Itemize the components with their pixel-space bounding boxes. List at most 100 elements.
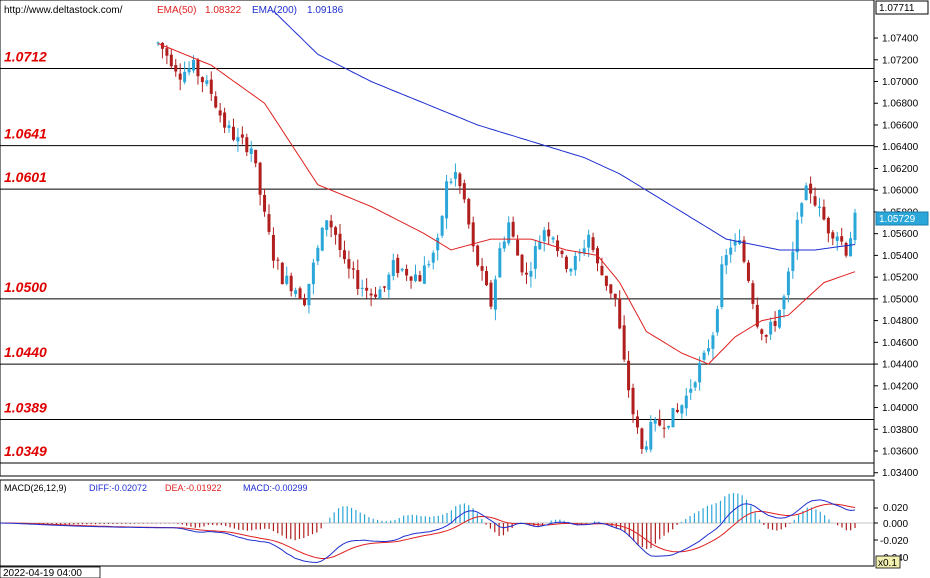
- candle-body: [360, 287, 364, 289]
- candle-body: [724, 255, 728, 266]
- macd-scale-box: [875, 555, 901, 569]
- top-price-text: 1.07711: [879, 3, 915, 14]
- price-tick-label: 1.05400: [882, 251, 919, 262]
- date-box: [0, 566, 101, 578]
- candle-body: [760, 329, 764, 334]
- candle-body: [569, 268, 573, 272]
- candle-body: [298, 288, 302, 299]
- price-tick-label: 1.03600: [882, 447, 919, 458]
- level-label: 1.0601: [4, 169, 47, 185]
- candle-body: [498, 248, 502, 278]
- price-tick-label: 1.05000: [882, 294, 919, 305]
- candle-body: [458, 173, 462, 187]
- candle-body: [631, 387, 635, 415]
- candle-body: [263, 194, 267, 212]
- candle-body: [795, 219, 799, 253]
- candle-body: [382, 286, 386, 288]
- candle-body: [169, 54, 173, 67]
- candle-body: [680, 405, 684, 414]
- candle-body: [196, 59, 200, 77]
- candle-body: [533, 246, 537, 269]
- candle-body: [280, 262, 284, 285]
- candle-body: [613, 293, 617, 299]
- candle-body: [316, 247, 320, 262]
- candle-body: [240, 134, 244, 138]
- candle-body: [684, 395, 688, 409]
- candle-body: [413, 274, 417, 281]
- candle-body: [396, 257, 400, 273]
- candle-body: [618, 298, 622, 329]
- candle-body: [604, 275, 608, 286]
- candle-body: [715, 309, 719, 333]
- candle-body: [356, 270, 360, 290]
- candle-body: [409, 276, 413, 281]
- level-label: 1.0389: [4, 399, 47, 415]
- candle-body: [311, 262, 315, 285]
- price-axis: 1.07400 1.07200 1.07000 1.06800 1.06600 1.064…: [874, 34, 919, 479]
- candle-body: [809, 183, 813, 194]
- ema50-line: [157, 43, 856, 365]
- candle-body: [778, 309, 782, 328]
- candle-body: [689, 388, 693, 393]
- candle-body: [853, 212, 857, 241]
- macd-axis: 0.020 0.000 -0.020 -0.040: [874, 503, 909, 564]
- candle-body: [320, 227, 324, 251]
- ema200-line: [273, 10, 856, 251]
- candle-body: [516, 239, 520, 256]
- candle-body: [307, 283, 311, 306]
- candle-body: [258, 162, 262, 195]
- macd-diff-line: [0, 499, 856, 564]
- candle-body: [556, 240, 560, 251]
- candle-body: [480, 266, 484, 271]
- price-tick-label: 1.03400: [882, 468, 919, 479]
- candle-body: [289, 275, 293, 292]
- price-tick-label: 1.04400: [882, 360, 919, 371]
- candle-body: [223, 112, 227, 128]
- candle-body: [840, 236, 844, 242]
- candle-body: [786, 271, 790, 296]
- price-tick-label: 1.05200: [882, 273, 919, 284]
- ema50-value: 1.08322: [205, 5, 242, 16]
- candle-body: [285, 275, 289, 284]
- candle-body: [720, 264, 724, 308]
- macd-title: MACD(26,12,9): [4, 483, 67, 493]
- candle-body: [671, 408, 675, 428]
- candle-body: [773, 320, 777, 326]
- candle-body: [303, 298, 307, 306]
- candle-body: [160, 42, 164, 49]
- candle-body: [347, 259, 351, 269]
- price-tick-label: 1.06600: [882, 120, 919, 131]
- price-tick-label: 1.07000: [882, 77, 919, 88]
- source-url: http://www.deltastock.com/: [4, 5, 123, 16]
- candle-body: [662, 427, 666, 429]
- price-tick-label: 1.04000: [882, 403, 919, 414]
- candle-body: [378, 289, 382, 299]
- candle-body: [627, 360, 631, 391]
- price-tick-label: 1.07400: [882, 34, 919, 45]
- candle-body: [427, 264, 431, 266]
- candle-body: [507, 222, 511, 244]
- candle-body: [334, 227, 338, 235]
- candle-body: [640, 428, 644, 450]
- candle-body: [462, 183, 466, 200]
- price-tick-label: 1.05600: [882, 229, 919, 240]
- candle-body: [440, 215, 444, 236]
- candle-body: [733, 240, 737, 246]
- candle-body: [524, 272, 528, 275]
- price-tick-label: 1.06800: [882, 99, 919, 110]
- candle-body: [245, 137, 249, 153]
- candle-body: [587, 234, 591, 248]
- candle-body: [449, 181, 453, 183]
- price-tick-label: 1.04800: [882, 316, 919, 327]
- current-price-box: [875, 211, 929, 226]
- macd-macd-value: MACD:-0.00299: [243, 483, 308, 493]
- candle-body: [511, 221, 515, 237]
- candle-body: [489, 282, 493, 307]
- candle-body: [538, 241, 542, 250]
- level-label: 1.0349: [4, 443, 47, 459]
- candle-body: [817, 206, 821, 208]
- candle-body: [658, 418, 662, 426]
- candle-body: [192, 59, 196, 71]
- candle-body: [849, 238, 853, 257]
- candle-body: [769, 321, 773, 335]
